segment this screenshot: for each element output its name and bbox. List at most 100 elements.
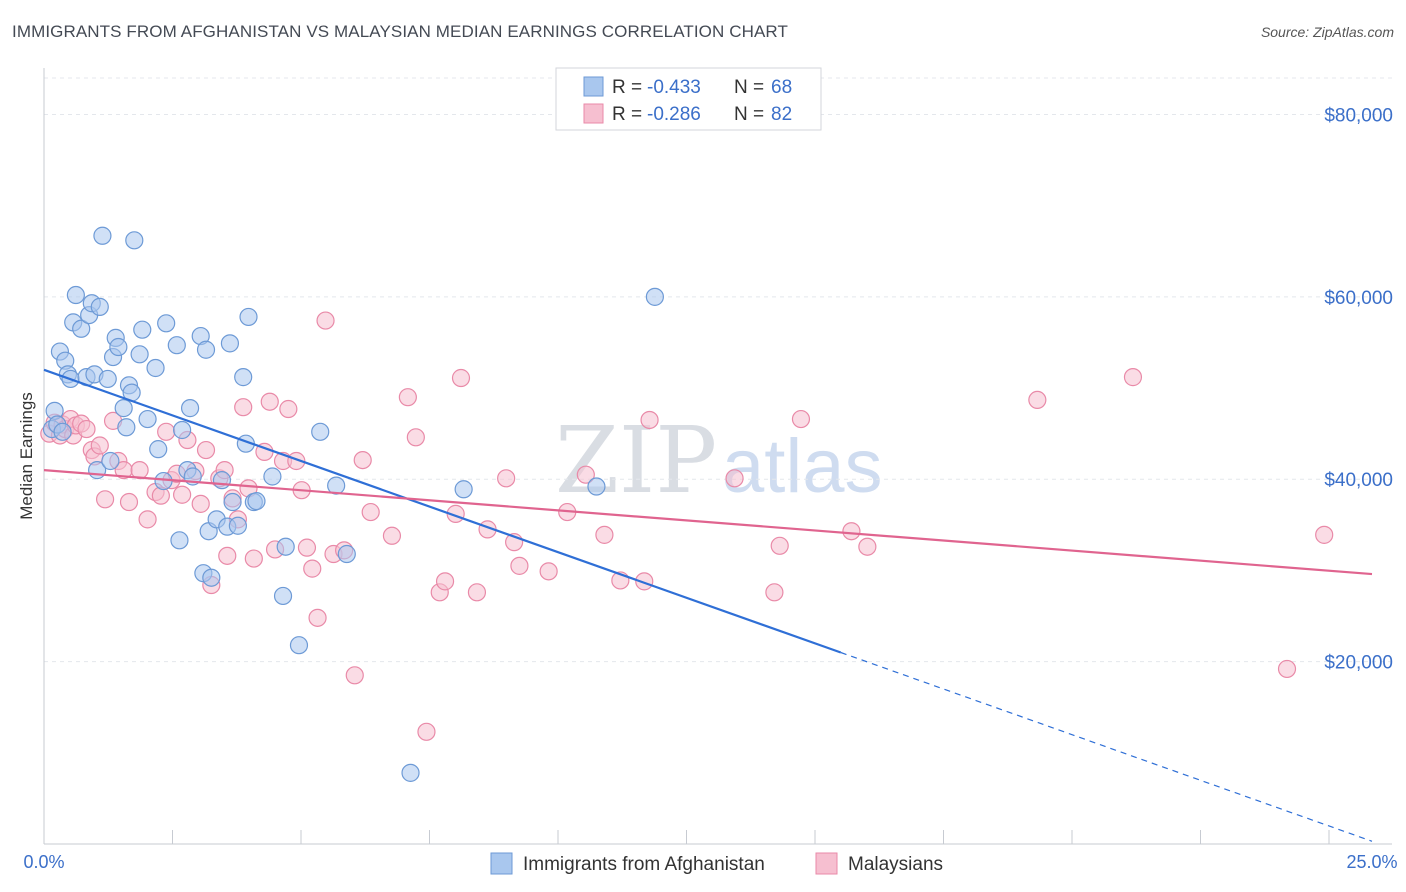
legend-r-label-blue: R = [612,77,642,98]
point-afghanistan-59 [276,537,295,556]
y-tick-label-40000: $40,000 [1324,470,1393,491]
point-malaysians-84 [1315,525,1334,544]
point-afghanistan-49 [220,334,240,353]
legend-n-value-pink: 82 [771,104,792,125]
y-axis-label: Median Earnings [17,392,36,520]
legend-swatch-blue [583,76,604,97]
point-malaysians-22 [157,422,176,441]
point-afghanistan-61 [311,422,330,441]
trend-line-afghanistan-extrapolated [840,651,1373,842]
point-afghanistan-47 [212,471,232,490]
legend-swatch-pink [583,103,604,124]
x-axis-ticks [43,830,1330,844]
point-afghanistan-17 [93,226,112,245]
legend-n-value-blue: 68 [771,77,792,98]
point-malaysians-55 [382,526,402,545]
point-afghanistan-39 [180,399,200,418]
watermark: ZIP atlas [555,407,883,514]
point-malaysians-13 [95,490,115,509]
point-malaysians-79 [842,522,861,541]
point-malaysians-58 [417,722,436,741]
legend-r-label-pink: R = [612,104,642,125]
chart-title: IMMIGRANTS FROM AFGHANISTAN VS MALAYSIAN… [12,22,788,41]
y-tick-label-80000: $80,000 [1324,105,1393,126]
point-afghanistan-67 [645,287,664,306]
y-tick-label-20000: $20,000 [1324,653,1393,674]
point-malaysians-40 [260,392,279,411]
y-axis-tick-labels: $20,000 $40,000 $60,000 $80,000 [1324,105,1393,673]
bottom-legend-swatch-blue [490,852,513,875]
point-malaysians-78 [791,409,811,429]
point-afghanistan-52 [234,368,253,387]
point-malaysians-63 [467,583,487,602]
point-malaysians-52 [345,666,364,685]
series-afghanistan-points [42,226,664,782]
point-malaysians-19 [138,510,157,529]
point-malaysians-49 [316,311,335,330]
point-malaysians-81 [1028,390,1047,410]
x-tick-label-max: 25.0% [1346,852,1397,872]
bottom-legend-swatch-pink [815,852,838,875]
legend-r-value-blue: -0.433 [647,77,701,98]
point-malaysians-76 [765,583,784,602]
point-afghanistan-65 [454,480,473,499]
point-afghanistan-10 [72,319,91,338]
point-malaysians-68 [539,562,558,581]
point-malaysians-29 [196,440,216,460]
point-malaysians-74 [640,410,659,430]
point-afghanistan-35 [167,336,186,355]
point-malaysians-12 [90,436,109,455]
legend-n-label-blue: N = [734,77,764,98]
point-afghanistan-24 [117,418,136,437]
stats-legend: R = -0.433 N = 68 R = -0.286 N = 82 [555,67,822,131]
point-afghanistan-45 [202,568,221,587]
x-tick-label-min: 0.0% [23,852,64,872]
point-malaysians-28 [191,494,210,513]
point-afghanistan-66 [587,477,606,496]
point-malaysians-53 [353,450,372,470]
point-malaysians-60 [435,572,455,591]
point-afghanistan-16 [90,297,109,316]
point-afghanistan-37 [173,420,192,440]
point-malaysians-33 [218,546,237,565]
source-credit: Source: ZipAtlas.com [1260,24,1394,40]
bottom-legend-label-blue: Immigrants from Afghanistan [523,854,765,875]
watermark-zip: ZIP [555,407,717,514]
point-afghanistan-57 [263,467,282,486]
point-malaysians-65 [497,469,516,488]
point-afghanistan-18 [98,369,117,389]
point-afghanistan-56 [247,492,266,511]
point-malaysians-47 [303,559,322,578]
bottom-legend-label-pink: Malaysians [848,854,943,875]
point-malaysians-67 [510,556,529,575]
point-malaysians-9 [77,419,96,439]
point-malaysians-56 [398,388,417,407]
point-malaysians-54 [361,502,380,522]
point-afghanistan-30 [138,409,157,429]
series-legend: Immigrants from Afghanistan Malaysians [490,852,943,875]
point-malaysians-38 [244,549,263,568]
point-malaysians-46 [297,538,317,557]
point-afghanistan-50 [223,492,242,512]
point-malaysians-77 [770,536,789,555]
point-afghanistan-23 [114,399,133,418]
point-malaysians-48 [308,608,327,627]
trend-line-malaysians [43,469,1373,576]
point-afghanistan-22 [109,337,128,357]
point-afghanistan-19 [101,451,120,471]
point-afghanistan-32 [149,440,168,459]
y-tick-label-60000: $60,000 [1324,288,1393,309]
point-malaysians-82 [1123,368,1143,387]
point-malaysians-83 [1277,659,1297,679]
point-afghanistan-9 [66,285,85,305]
point-afghanistan-4 [53,422,72,441]
point-afghanistan-62 [327,476,346,495]
point-afghanistan-60 [289,636,309,655]
point-afghanistan-33 [154,471,173,491]
watermark-atlas: atlas [722,424,883,509]
point-malaysians-71 [595,525,614,544]
trend-line-afghanistan [43,368,842,654]
point-afghanistan-54 [239,307,258,327]
point-afghanistan-64 [401,763,420,782]
